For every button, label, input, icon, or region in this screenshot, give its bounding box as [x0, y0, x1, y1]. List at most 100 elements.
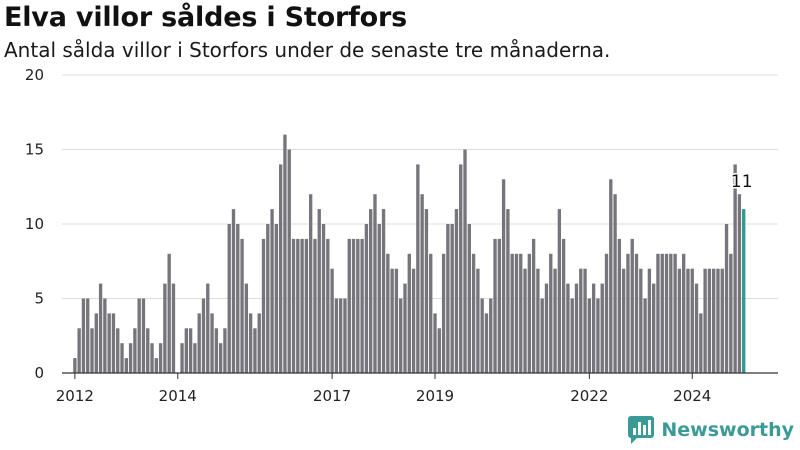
bars	[73, 134, 746, 373]
x-tick-label: 2012	[56, 387, 94, 405]
bar	[296, 238, 300, 373]
bar	[386, 253, 390, 373]
bar	[111, 313, 116, 373]
bar	[446, 224, 450, 373]
bar	[531, 238, 536, 373]
bar	[223, 328, 227, 373]
bar	[184, 328, 189, 373]
bar	[163, 283, 167, 373]
bar	[621, 268, 626, 373]
bar	[416, 164, 420, 373]
bar	[98, 283, 103, 373]
bar	[484, 313, 489, 373]
bar	[128, 343, 133, 373]
bar	[107, 313, 111, 373]
bar	[248, 313, 253, 373]
bar	[454, 209, 459, 373]
bar	[257, 313, 261, 373]
bar-chart-logo-icon	[628, 416, 655, 444]
bar	[334, 298, 339, 373]
bar	[381, 209, 386, 373]
bar	[317, 209, 321, 373]
bar	[73, 358, 77, 373]
bar	[699, 313, 703, 373]
y-tick-label: 0	[34, 364, 44, 382]
bar	[737, 194, 742, 373]
bar	[158, 343, 163, 373]
bar	[463, 149, 467, 373]
bar	[394, 268, 399, 373]
x-tick-label: 2014	[159, 387, 197, 405]
bar	[639, 268, 643, 373]
bar	[360, 238, 364, 373]
bar	[193, 343, 197, 373]
bar	[236, 224, 240, 373]
bar	[660, 253, 664, 373]
bar	[210, 313, 214, 373]
bar	[188, 328, 193, 373]
bar	[510, 253, 514, 373]
x-axis	[62, 372, 778, 379]
bar	[536, 268, 540, 373]
bar	[308, 194, 313, 373]
labels: 0 5 10 15 20 2012 2014 2017 2019 2022 2024 11	[25, 66, 754, 405]
bar	[694, 283, 699, 373]
bar	[287, 149, 291, 373]
bar	[613, 194, 617, 373]
bar	[270, 209, 274, 373]
bar	[677, 268, 682, 373]
bar	[506, 209, 510, 373]
bar	[261, 238, 266, 373]
bar	[214, 328, 219, 373]
bar	[86, 298, 90, 373]
bar	[682, 253, 686, 373]
bar	[656, 253, 660, 373]
bar	[326, 238, 330, 373]
bar	[403, 283, 407, 373]
bar	[630, 238, 634, 373]
bar	[369, 209, 373, 373]
x-tick-label: 2017	[313, 387, 351, 405]
y-tick-label: 5	[34, 290, 44, 308]
bar	[604, 253, 609, 373]
bar	[154, 358, 158, 373]
bar	[557, 209, 562, 373]
bar	[283, 134, 287, 373]
x-tick-label: 2022	[570, 387, 608, 405]
bar	[94, 313, 98, 373]
bar	[240, 238, 244, 373]
bar-highlight	[742, 209, 746, 373]
bar	[231, 209, 236, 373]
bar	[523, 268, 527, 373]
bar	[227, 224, 231, 373]
bar	[373, 194, 377, 373]
bar	[390, 268, 394, 373]
bar	[519, 253, 523, 373]
bar	[300, 238, 304, 373]
bar	[617, 238, 622, 373]
bar	[274, 224, 279, 373]
bar	[720, 268, 724, 373]
bar	[133, 328, 137, 373]
bar	[450, 224, 454, 373]
brand-name: Newsworthy	[661, 419, 794, 441]
y-tick-label: 20	[25, 66, 44, 84]
bar	[424, 209, 429, 373]
bar	[480, 298, 484, 373]
bar	[514, 253, 519, 373]
bar	[651, 283, 656, 373]
bar	[673, 253, 677, 373]
bar	[561, 238, 566, 373]
x-tick-label: 2019	[416, 387, 454, 405]
bar	[600, 283, 604, 373]
bar	[501, 179, 506, 373]
bar	[690, 268, 694, 373]
bar	[686, 268, 690, 373]
bar	[244, 283, 249, 373]
bar	[77, 328, 81, 373]
bar	[712, 268, 716, 373]
bar	[103, 298, 107, 373]
bar	[313, 238, 317, 373]
brand-logo: Newsworthy	[628, 416, 794, 444]
